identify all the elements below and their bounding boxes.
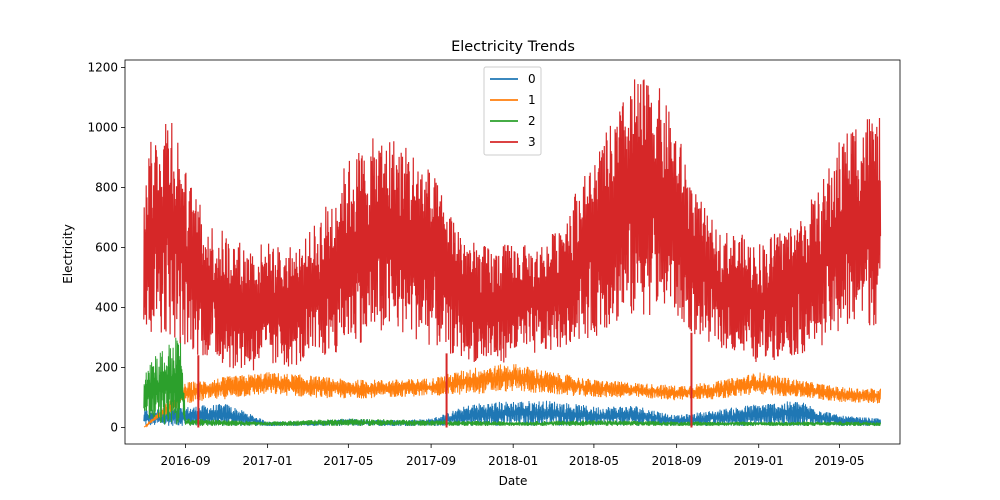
- series-line-3: [143, 79, 882, 371]
- series-line-1: [143, 364, 881, 428]
- chart-title: Electricity Trends: [451, 39, 575, 55]
- axes-frame: [124, 59, 901, 445]
- y-tick-label-600: 600: [95, 241, 118, 255]
- x-tick-label-2016-09: 2016-09: [160, 454, 210, 468]
- series-line-2: [143, 336, 881, 427]
- legend-label-1: 1: [528, 93, 536, 107]
- legend-box: [483, 66, 542, 156]
- y-tick-label-200: 200: [95, 361, 118, 375]
- plot-area: [143, 79, 882, 428]
- legend: 0 1 2 3: [483, 66, 542, 156]
- y-tick-label-400: 400: [95, 301, 118, 315]
- y-tick-label-0: 0: [110, 421, 118, 435]
- x-tick-label-2018-05: 2018-05: [569, 454, 619, 468]
- y-tick-label-1200: 1200: [87, 61, 118, 75]
- x-axis-title: Date: [499, 474, 528, 488]
- legend-label-0: 0: [528, 72, 536, 86]
- x-tick-label-2017-05: 2017-05: [323, 454, 373, 468]
- x-tick-label-2017-09: 2017-09: [406, 454, 456, 468]
- legend-label-3: 3: [528, 135, 536, 149]
- x-tick-label-2017-01: 2017-01: [243, 454, 293, 468]
- axes: 0 200 400 600 800 1000 1200 2016-09 2017-01 2017-…: [87, 59, 901, 468]
- x-tick-label-2019-05: 2019-05: [814, 454, 864, 468]
- x-tick-label-2018-01: 2018-01: [488, 454, 538, 468]
- y-axis-title: Electricity: [61, 224, 75, 284]
- x-tick-label-2018-09: 2018-09: [652, 454, 702, 468]
- y-tick-label-1000: 1000: [87, 121, 118, 135]
- legend-label-2: 2: [528, 114, 536, 128]
- y-tick-label-800: 800: [95, 181, 118, 195]
- x-tick-label-2019-01: 2019-01: [734, 454, 784, 468]
